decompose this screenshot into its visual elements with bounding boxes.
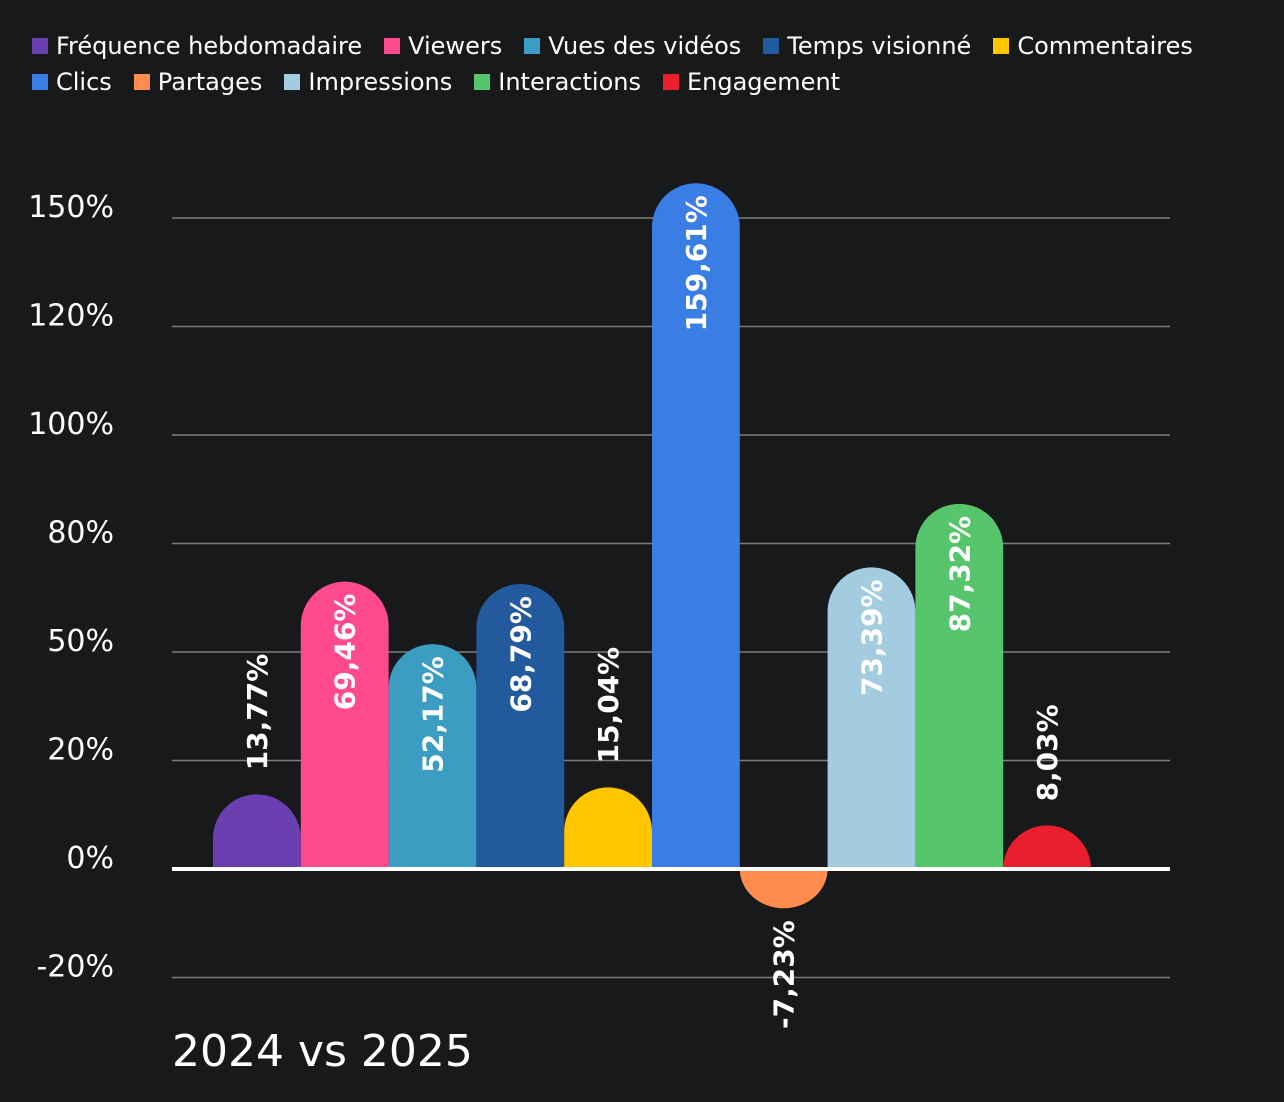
bar <box>564 787 652 869</box>
legend-item: Partages <box>133 68 263 96</box>
chart-legend: Fréquence hebdomadaire Viewers Vues des vi… <box>32 28 1252 100</box>
legend-row: Clics Partages Impressions Interactions Enga… <box>32 64 1252 100</box>
y-tick-label: 50% <box>47 624 114 659</box>
y-tick-label: 120% <box>28 299 114 334</box>
bar <box>1003 825 1091 869</box>
legend-label: Fréquence hebdomadaire <box>56 32 363 60</box>
bar <box>300 581 389 869</box>
legend-swatch <box>133 74 150 90</box>
legend-label: Partages <box>157 68 263 96</box>
legend-item: Viewers <box>384 32 502 60</box>
data-label: -7,23% <box>768 920 801 1029</box>
legend-label: Viewers <box>408 32 503 60</box>
data-label: 87,32% <box>943 516 976 633</box>
data-label: 73,39% <box>856 579 889 696</box>
y-tick-label: 150% <box>28 190 114 225</box>
legend-swatch <box>384 38 401 54</box>
legend-item: Interactions <box>474 68 641 96</box>
legend-swatch <box>993 38 1010 54</box>
legend-item: Impressions <box>284 68 452 96</box>
legend-swatch <box>284 74 301 90</box>
legend-swatch <box>763 38 780 54</box>
legend-label: Interactions <box>498 68 641 96</box>
y-tick-label: -20% <box>36 950 114 985</box>
data-label: 68,79% <box>504 596 537 713</box>
bar <box>213 794 301 869</box>
legend-item: Vues des vidéos <box>524 32 741 60</box>
y-tick-label: 0% <box>66 841 114 876</box>
legend-swatch <box>474 74 491 90</box>
legend-item: Fréquence hebdomadaire <box>32 32 362 60</box>
legend-swatch <box>524 38 541 54</box>
bar <box>652 183 740 870</box>
legend-swatch <box>662 74 679 90</box>
x-axis-caption: 2024 vs 2025 <box>172 1026 473 1077</box>
legend-label: Engagement <box>686 68 841 96</box>
data-label: 15,04% <box>592 647 625 764</box>
legend-label: Temps visionné <box>787 32 972 60</box>
legend-item: Commentaires <box>993 32 1193 60</box>
y-tick-label: 20% <box>47 733 114 768</box>
data-label: 13,77% <box>241 654 274 771</box>
legend-item: Clics <box>32 68 112 96</box>
legend-label: Clics <box>56 68 112 96</box>
legend-label: Vues des vidéos <box>548 32 742 60</box>
legend-label: Commentaires <box>1017 32 1193 60</box>
data-label: 159,61% <box>680 195 713 331</box>
data-label: 8,03% <box>1031 704 1064 801</box>
bar <box>476 584 565 869</box>
bar <box>827 567 916 869</box>
legend-item: Engagement <box>662 68 841 96</box>
bar <box>388 644 477 869</box>
y-tick-label: 80% <box>47 516 114 551</box>
legend-swatch <box>32 74 48 90</box>
bar <box>739 869 828 909</box>
legend-row: Fréquence hebdomadaire Viewers Vues des vi… <box>32 28 1252 64</box>
legend-label: Impressions <box>308 68 453 96</box>
legend-item: Temps visionné <box>763 32 971 60</box>
y-tick-label: 100% <box>28 407 114 442</box>
data-label: 52,17% <box>417 656 450 773</box>
data-label: 69,46% <box>329 594 362 711</box>
bar <box>915 503 1004 869</box>
legend-swatch <box>32 38 48 54</box>
